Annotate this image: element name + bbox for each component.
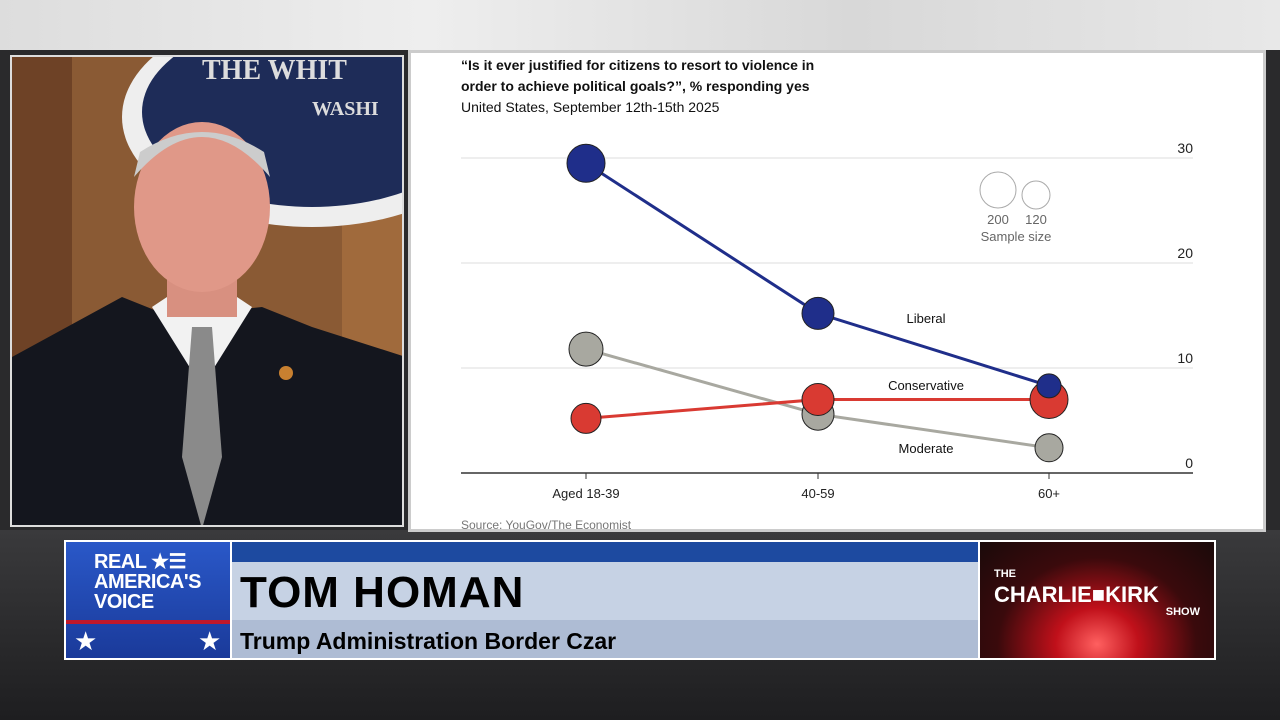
- y-tick-label: 20: [1177, 245, 1193, 261]
- star-icon: ★: [74, 626, 98, 656]
- guest-name: TOM HOMAN: [240, 568, 525, 617]
- series-label-moderate: Moderate: [899, 441, 954, 456]
- show-logo-the: THE: [994, 568, 1016, 580]
- logo-line: AMERICA'S: [94, 571, 201, 593]
- size-legend-label: Sample size: [981, 229, 1052, 244]
- studio-background: [0, 0, 1280, 50]
- star-icon: ★: [198, 626, 222, 656]
- show-logo-main: CHARLIE■KIRK: [994, 582, 1159, 607]
- data-point-moderate: [568, 331, 604, 367]
- guest-video-feed: THE WHIT WASHI: [10, 55, 404, 527]
- chart-panel: “Is it ever justified for citizens to re…: [408, 50, 1266, 532]
- network-logo: REAL ★☰ AMERICA'S VOICE ★ ★: [66, 542, 230, 658]
- y-tick-label: 30: [1177, 140, 1193, 156]
- show-logo-show: SHOW: [1165, 606, 1200, 618]
- chart-source: Source: YouGov/The Economist: [461, 518, 632, 532]
- sign-text: THE WHIT: [202, 57, 347, 86]
- size-legend-value: 120: [1025, 212, 1047, 227]
- data-point-liberal: [566, 143, 606, 183]
- y-tick-label: 0: [1185, 455, 1193, 471]
- size-legend-circle: [1021, 180, 1051, 210]
- x-tick-label: 40-59: [801, 486, 834, 501]
- data-point-liberal: [801, 296, 835, 330]
- data-point-liberal: [1036, 373, 1062, 399]
- chart-title-line-1: “Is it ever justified for citizens to re…: [461, 57, 815, 73]
- data-point-conservative: [801, 383, 835, 416]
- guest-image: THE WHIT WASHI: [12, 57, 402, 525]
- logo-line: REAL: [94, 551, 147, 573]
- chart-title-line-2: order to achieve political goals?”, % re…: [461, 78, 810, 94]
- guest-title: Trump Administration Border Czar: [240, 628, 617, 654]
- sign-text-2: WASHI: [312, 98, 379, 120]
- x-tick-label: Aged 18-39: [552, 486, 619, 501]
- chart-subtitle: United States, September 12th-15th 2025: [461, 99, 720, 115]
- series-line-liberal: [585, 161, 1050, 388]
- series-label-conservative: Conservative: [888, 378, 964, 393]
- x-tick-label: 60+: [1038, 486, 1060, 501]
- size-legend-circle: [979, 171, 1017, 209]
- size-legend-value: 200: [987, 212, 1009, 227]
- name-plate: TOM HOMAN Trump Administration Border Cz…: [232, 542, 978, 658]
- show-logo: THE CHARLIE■KIRK SHOW: [980, 542, 1214, 658]
- logo-line: VOICE: [94, 591, 154, 613]
- data-point-moderate: [1034, 433, 1064, 463]
- lower-third: REAL ★☰ AMERICA'S VOICE ★ ★ TOM HOMAN Trum…: [64, 540, 1216, 660]
- line-chart: 0 10 20 30 Aged 18-39 40-59 60+ Liberal Conserva…: [461, 140, 1193, 532]
- data-point-conservative: [570, 402, 602, 434]
- y-tick-label: 10: [1177, 350, 1193, 366]
- series-label-liberal: Liberal: [906, 311, 945, 326]
